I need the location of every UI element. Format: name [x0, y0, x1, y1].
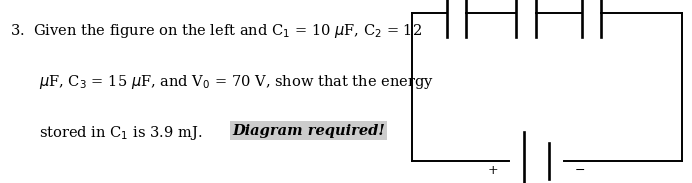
Text: −: −: [574, 164, 585, 177]
Text: stored in C$_1$ is 3.9 mJ.: stored in C$_1$ is 3.9 mJ.: [39, 124, 209, 142]
Text: $\mu$F, C$_3$ = 15 $\mu$F, and V$_0$ = 70 V, show that the energy: $\mu$F, C$_3$ = 15 $\mu$F, and V$_0$ = 7…: [39, 73, 434, 91]
Text: Diagram required!: Diagram required!: [233, 124, 385, 138]
Text: +: +: [487, 164, 498, 177]
Text: 3.  Given the figure on the left and C$_1$ = 10 $\mu$F, C$_2$ = 12: 3. Given the figure on the left and C$_1…: [10, 22, 423, 40]
